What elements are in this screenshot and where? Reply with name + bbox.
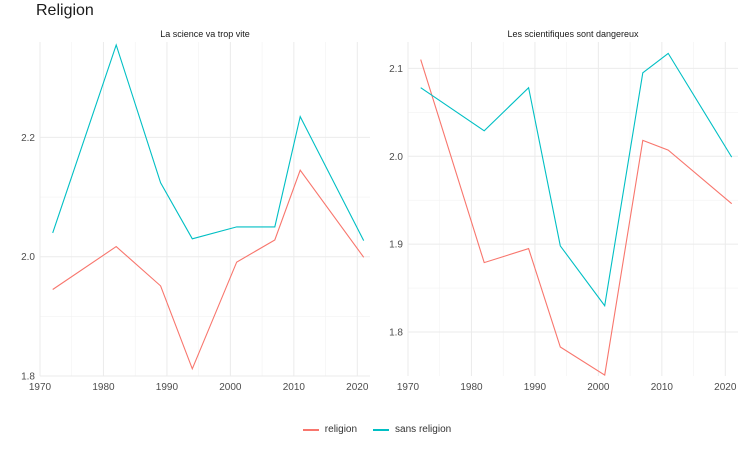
x-tick-label: 1990	[524, 382, 547, 393]
y-tick-label: 1.8	[389, 328, 403, 339]
legend-label-sans-religion: sans religion	[395, 424, 452, 435]
legend-key-sans-religion	[373, 428, 390, 431]
x-tick-label: 1980	[92, 382, 115, 393]
x-tick-label: 2000	[587, 382, 610, 393]
x-tick-label: 2000	[219, 382, 242, 393]
series-line-sans-religion	[52, 43, 365, 241]
y-tick-label: 2.0	[21, 252, 35, 263]
y-tick-label: 2.1	[389, 64, 403, 75]
legend-key-religion	[302, 428, 319, 431]
x-tick-label: 1980	[460, 382, 483, 393]
x-tick-label: 1970	[397, 382, 420, 393]
x-tick-label: 2010	[283, 382, 306, 393]
x-tick-label: 2020	[714, 382, 737, 393]
chart-title: Religion	[36, 2, 94, 19]
x-tick-label: 2020	[346, 382, 369, 393]
y-tick-label: 1.9	[389, 240, 403, 251]
legend-item-religion: religion	[302, 424, 358, 435]
legend-label-religion: religion	[324, 424, 358, 435]
panel-title: Les scientifiques sont dangereux	[507, 29, 639, 39]
legend: religion sans religion	[0, 424, 754, 435]
series-line-religion	[52, 169, 365, 371]
legend-item-sans-religion: sans religion	[373, 424, 451, 435]
panel-title: La science va trop vite	[160, 29, 250, 39]
y-tick-label: 2.2	[21, 133, 35, 144]
series-line-religion	[420, 59, 733, 377]
x-tick-label: 1990	[156, 382, 179, 393]
x-tick-label: 1970	[29, 382, 52, 393]
series-line-sans-religion	[420, 52, 733, 308]
y-tick-label: 1.8	[21, 372, 35, 383]
y-tick-label: 2.0	[389, 152, 403, 163]
x-tick-label: 2010	[651, 382, 674, 393]
